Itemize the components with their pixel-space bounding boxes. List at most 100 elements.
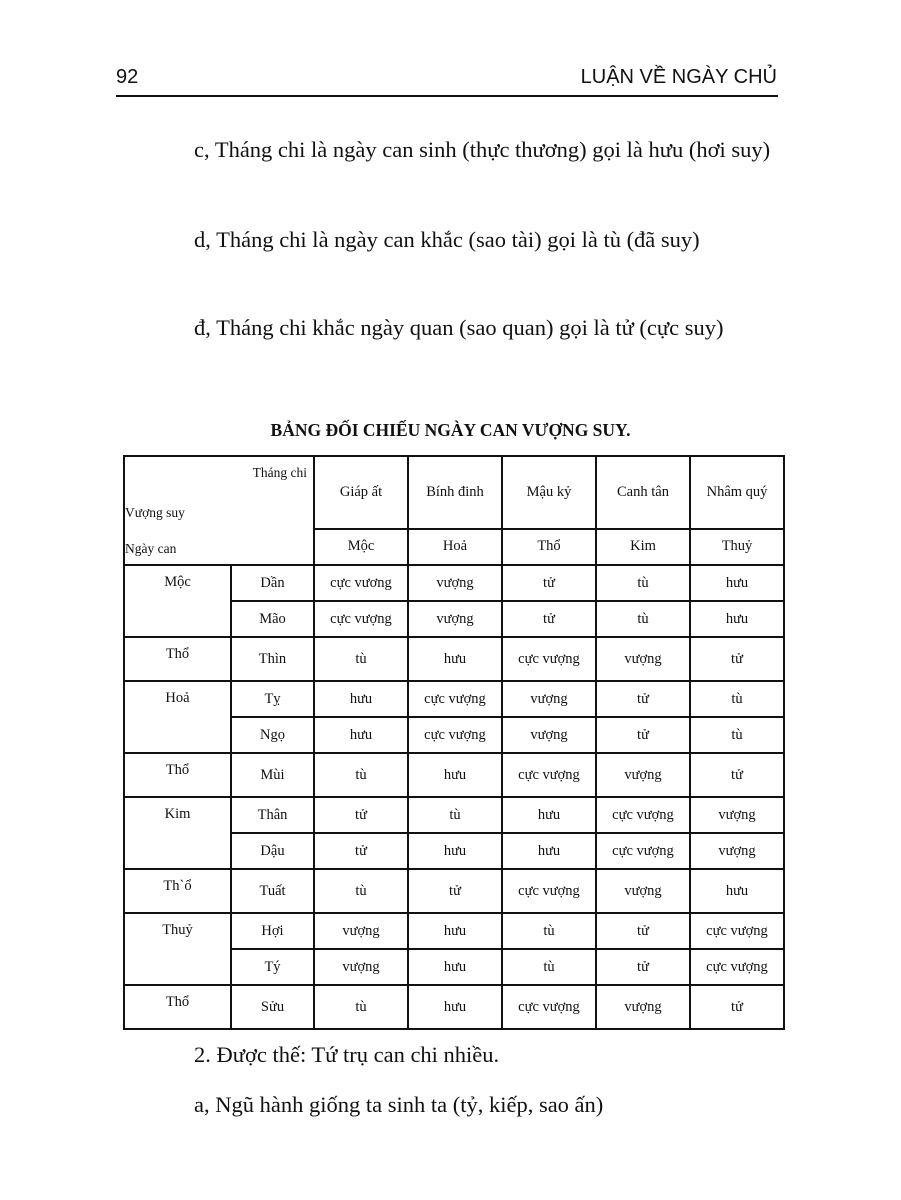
col-can: Mậu kỷ — [501, 455, 597, 530]
corner-cell: Tháng chi Vượng suy Ngày can — [123, 455, 315, 566]
table-cell: hưu — [407, 948, 503, 986]
row-thang-chi: Tỵ — [230, 680, 315, 718]
paragraph-2: 2. Được thế: Tứ trụ can chi nhiều. — [194, 1042, 500, 1067]
row-group-hanh: Hoả — [123, 680, 232, 754]
row-group-hanh: Thổ — [123, 984, 232, 1030]
table-cell: tử — [595, 948, 691, 986]
row-thang-chi: Thìn — [230, 636, 315, 682]
row-thang-chi: Mùi — [230, 752, 315, 798]
row-thang-chi: Dần — [230, 564, 315, 602]
table-cell: cực vượng — [501, 752, 597, 798]
row-thang-chi: Thân — [230, 796, 315, 834]
table-cell: hưu — [689, 868, 785, 914]
table-cell: vượng — [407, 564, 503, 602]
row-group-hanh: Th`ổ — [123, 868, 232, 914]
table-cell: tử — [595, 716, 691, 754]
col-hanh: Hoả — [407, 527, 503, 567]
table-row: Dậu tử hưu hưu cực vượng vượng — [124, 832, 785, 870]
row-group-hanh: Thổ — [123, 636, 232, 682]
col-hanh: Thuỷ — [689, 527, 785, 567]
table-cell: cực vượng — [407, 680, 503, 718]
table-cell: tù — [313, 636, 409, 682]
corner-vuong-suy: Vượng suy — [125, 505, 185, 520]
table-cell: tử — [689, 984, 785, 1030]
table-row: Tý vượng hưu tù tử cực vượng — [124, 948, 785, 986]
table-row: Thuỷ Hợi vượng hưu tù tử cực vượng — [123, 912, 785, 986]
col-can: Nhâm quý — [689, 455, 785, 530]
table-cell: tù — [595, 600, 691, 638]
col-can: Giáp ất — [313, 455, 409, 530]
table-cell: cực vượng — [407, 716, 503, 754]
col-can: Canh tân — [595, 455, 691, 530]
table-cell: vượng — [501, 680, 597, 718]
col-hanh: Thổ — [501, 527, 597, 567]
table-cell: tử — [689, 636, 785, 682]
table-cell: tử — [501, 600, 597, 638]
table-cell: tử — [595, 912, 691, 950]
col-can: Bính đinh — [407, 455, 503, 530]
corner-ngay-can: Ngày can — [125, 541, 177, 556]
table-row: Mộc Dần cực vương vượng tử tù hưu — [123, 564, 785, 638]
table-cell: vượng — [313, 912, 409, 950]
table-cell: vượng — [689, 796, 785, 834]
table-row: Th`ổ Tuất tù tử cực vượng vượng hưu — [123, 868, 785, 914]
table-cell: cực vương — [313, 564, 409, 602]
table-cell: hưu — [407, 752, 503, 798]
table-cell: tử — [689, 752, 785, 798]
row-group-hanh: Thổ — [123, 752, 232, 798]
table-cell: tử — [313, 832, 409, 870]
table-cell: tử — [501, 564, 597, 602]
table-cell: vượng — [595, 984, 691, 1030]
table-cell: hưu — [407, 832, 503, 870]
row-thang-chi: Ngọ — [230, 716, 315, 754]
row-group-hanh: Mộc — [123, 564, 232, 638]
table-cell: tù — [689, 716, 785, 754]
row-thang-chi: Tuất — [230, 868, 315, 914]
table-cell: cực vượng — [595, 832, 691, 870]
table-cell: tù — [313, 984, 409, 1030]
table-cell: cực vượng — [689, 948, 785, 986]
table-cell: tù — [689, 680, 785, 718]
corner-thang-chi: Tháng chi — [252, 465, 307, 480]
table-row: Thổ Thìn tù hưu cực vượng vượng tử — [123, 636, 785, 682]
table-cell: tù — [501, 912, 597, 950]
table-cell: cực vượng — [501, 636, 597, 682]
table-cell: vượng — [595, 752, 691, 798]
table-row: Mão cực vượng vượng tử tù hưu — [124, 600, 785, 638]
row-thang-chi: Mão — [230, 600, 315, 638]
row-group-hanh: Kim — [123, 796, 232, 870]
table-cell: tử — [313, 796, 409, 834]
table-row: Thổ Sửu tù hưu cực vượng vượng tử — [123, 984, 785, 1030]
row-group-hanh: Thuỷ — [123, 912, 232, 986]
paragraph-d: d, Tháng chi là ngày can khắc (sao tài) … — [194, 227, 700, 252]
table-cell: cực vượng — [689, 912, 785, 950]
table-cell: hưu — [501, 832, 597, 870]
table-cell: tù — [313, 868, 409, 914]
paragraph-dd: đ, Tháng chi khắc ngày quan (sao quan) g… — [194, 315, 724, 340]
table-cell: cực vượng — [313, 600, 409, 638]
table-cell: hưu — [407, 984, 503, 1030]
table-cell: hưu — [689, 564, 785, 602]
table-row: Kim Thân tử tù hưu cực vượng vượng — [123, 796, 785, 870]
table-cell: tử — [407, 868, 503, 914]
row-thang-chi: Tý — [230, 948, 315, 986]
table-caption: BẢNG ĐỐI CHIẾU NGÀY CAN VƯỢNG SUY. — [270, 420, 631, 440]
paragraph-a: a, Ngũ hành giống ta sinh ta (tỷ, kiếp, … — [194, 1092, 604, 1117]
table-cell: tù — [407, 796, 503, 834]
page-number: 92 — [116, 66, 139, 88]
row-thang-chi: Sửu — [230, 984, 315, 1030]
row-thang-chi: Dậu — [230, 832, 315, 870]
vuong-suy-table: Tháng chi Vượng suy Ngày can Giáp ất Bín… — [123, 455, 785, 1030]
table-cell: vượng — [407, 600, 503, 638]
table-cell: tử — [595, 680, 691, 718]
table-cell: hưu — [407, 636, 503, 682]
table-cell: cực vượng — [595, 796, 691, 834]
running-title: LUẬN VỀ NGÀY CHỦ — [580, 66, 777, 88]
table-cell: tù — [595, 564, 691, 602]
table-cell: hưu — [407, 912, 503, 950]
table-cell: vượng — [595, 636, 691, 682]
table-cell: cực vượng — [501, 868, 597, 914]
table-cell: vượng — [595, 868, 691, 914]
table-cell: cực vượng — [501, 984, 597, 1030]
paragraph-c: c, Tháng chi là ngày can sinh (thực thươ… — [194, 137, 771, 162]
